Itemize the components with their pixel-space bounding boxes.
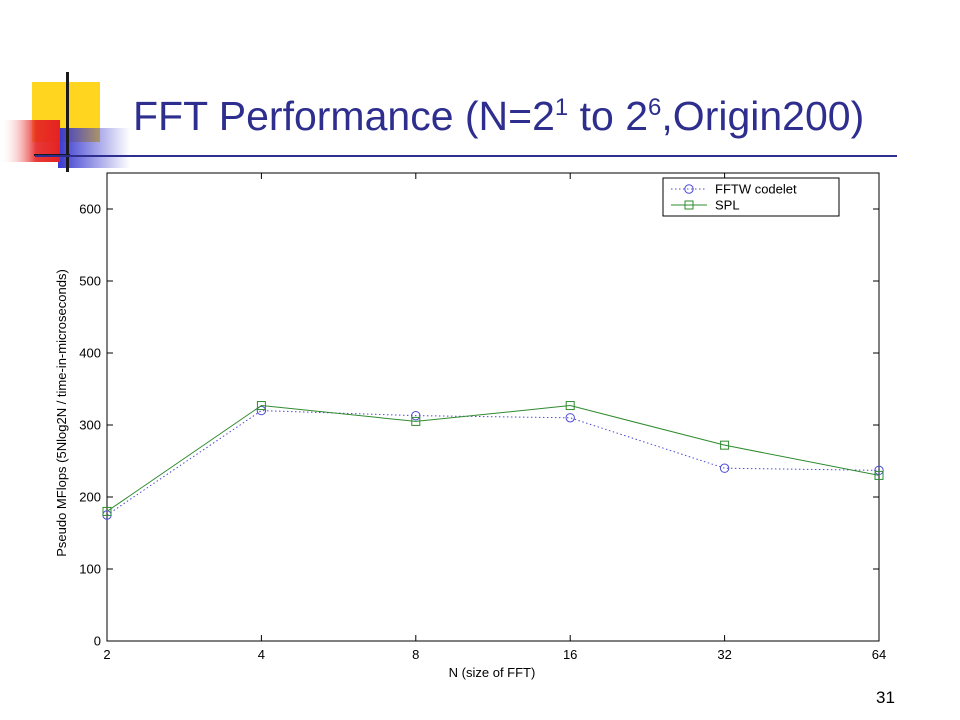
x-tick-label: 2: [103, 647, 110, 662]
x-tick-label: 4: [258, 647, 265, 662]
y-tick-label: 500: [79, 274, 101, 289]
logo-vertical-bar: [66, 72, 69, 172]
slide-logo-graphic: [0, 72, 130, 172]
data-point-spl: [874, 470, 884, 480]
data-point-fftw-codelet: [256, 405, 267, 416]
legend-box: [662, 177, 840, 217]
title-exponent-1: 1: [554, 94, 569, 121]
legend-label-fftw-codelet: FFTW codelet: [715, 182, 797, 197]
x-tick-label: 16: [563, 647, 577, 662]
slide-title: FFT Performance (N=21 to 26,Origin200): [133, 96, 864, 137]
data-point-spl: [720, 440, 730, 450]
data-point-spl: [411, 416, 421, 426]
data-point-fftw-codelet: [719, 463, 730, 473]
logo-blue-square: [58, 128, 130, 168]
y-tick-label: 400: [79, 346, 101, 361]
x-tick-label: 32: [717, 647, 731, 662]
y-tick-label: 600: [79, 202, 101, 217]
title-underline: [35, 155, 897, 157]
y-axis-label: Pseudo MFlops (5Nlog2N / time-in-microse…: [54, 269, 69, 557]
y-tick-label: 200: [79, 490, 101, 505]
x-tick-label: 8: [412, 647, 419, 662]
title-main-text: FFT Performance (N=2: [133, 93, 555, 139]
series-line-spl: [106, 405, 880, 512]
data-point-fftw-codelet: [411, 410, 421, 421]
data-point-spl: [102, 506, 112, 516]
data-point-spl: [256, 401, 266, 411]
data-point-spl: [565, 401, 575, 411]
title-end-text: ,Origin200): [661, 93, 865, 139]
page-number: 31: [876, 688, 895, 707]
y-tick-label: 100: [79, 562, 101, 577]
x-axis-label: N (size of FFT): [449, 665, 536, 680]
data-point-fftw-codelet: [874, 465, 884, 476]
x-tick-label: 64: [872, 647, 886, 662]
legend-marker-spl: [684, 200, 694, 210]
title-mid-text: to 2: [568, 93, 649, 139]
chart-series: [102, 401, 884, 520]
series-line-fftw-codelet: [106, 410, 880, 516]
y-tick-label: 300: [79, 418, 101, 433]
plot-frame: [106, 172, 880, 642]
legend-marker-fftw-codelet: [684, 184, 694, 194]
chart-axes: 0 100 200 300 400 500 600 2 4 8 16 32 64: [79, 172, 886, 662]
data-point-fftw-codelet: [565, 413, 575, 423]
y-tick-label: 0: [94, 634, 101, 649]
legend-label-spl: SPL: [715, 198, 740, 213]
title-exponent-2: 6: [648, 94, 662, 121]
